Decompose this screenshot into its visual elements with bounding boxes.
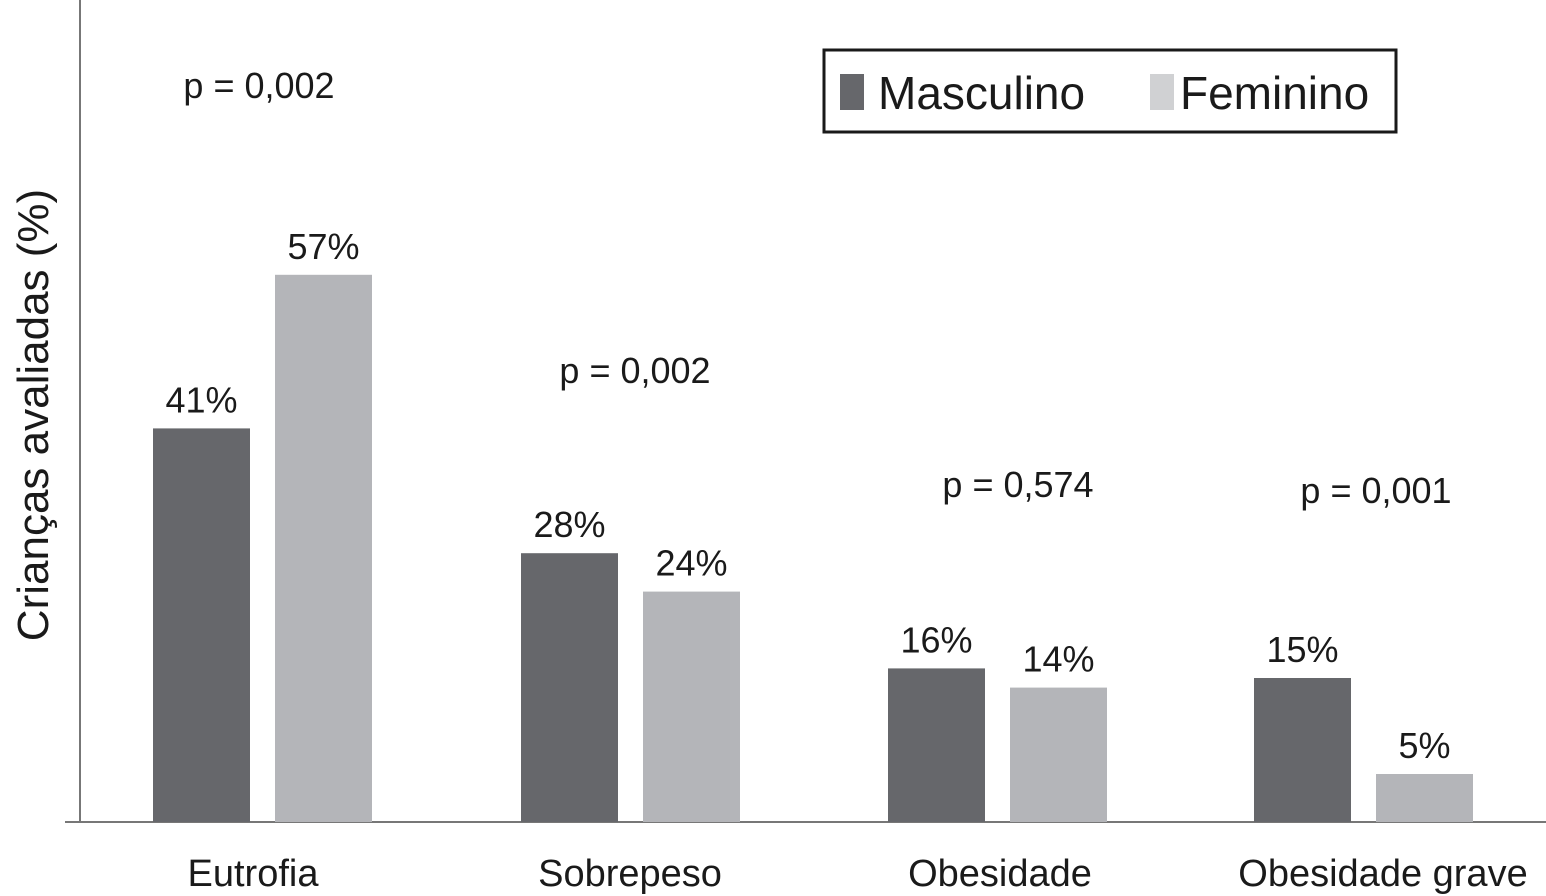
p-value-annotation: p = 0,002 bbox=[183, 65, 334, 106]
data-label: 5% bbox=[1398, 725, 1450, 766]
legend-label-masculino: Masculino bbox=[878, 67, 1085, 119]
bar-masculino bbox=[1254, 678, 1351, 822]
legend-swatch-masculino bbox=[840, 74, 864, 110]
legend-swatch-feminino bbox=[1150, 74, 1174, 110]
data-label: 14% bbox=[1022, 639, 1094, 680]
data-label: 57% bbox=[287, 226, 359, 267]
x-tick-label: Obesidade grave bbox=[1238, 853, 1527, 895]
bar-masculino bbox=[888, 668, 985, 822]
data-label: 15% bbox=[1266, 629, 1338, 670]
data-label: 28% bbox=[533, 504, 605, 545]
data-label: 16% bbox=[900, 619, 972, 660]
y-axis-label: Crianças avaliadas (%) bbox=[9, 189, 58, 641]
x-tick-label: Obesidade bbox=[908, 853, 1092, 895]
bar-masculino bbox=[521, 553, 618, 822]
x-tick-label: Sobrepeso bbox=[538, 853, 722, 895]
bar-feminino bbox=[1010, 687, 1107, 822]
bar-masculino bbox=[153, 428, 250, 822]
p-value-annotation: p = 0,574 bbox=[942, 464, 1093, 505]
p-value-annotation: p = 0,002 bbox=[559, 350, 710, 391]
p-value-annotation: p = 0,001 bbox=[1300, 470, 1451, 511]
data-label: 41% bbox=[165, 379, 237, 420]
legend-label-feminino: Feminino bbox=[1180, 67, 1369, 119]
bar-feminino bbox=[643, 591, 740, 822]
legend: Masculino Feminino bbox=[822, 48, 1398, 134]
data-label: 24% bbox=[655, 543, 727, 584]
bar-feminino bbox=[1376, 774, 1473, 822]
bar-feminino bbox=[275, 274, 372, 822]
x-tick-label: Eutrofia bbox=[188, 853, 320, 895]
legend-box bbox=[822, 48, 1398, 134]
